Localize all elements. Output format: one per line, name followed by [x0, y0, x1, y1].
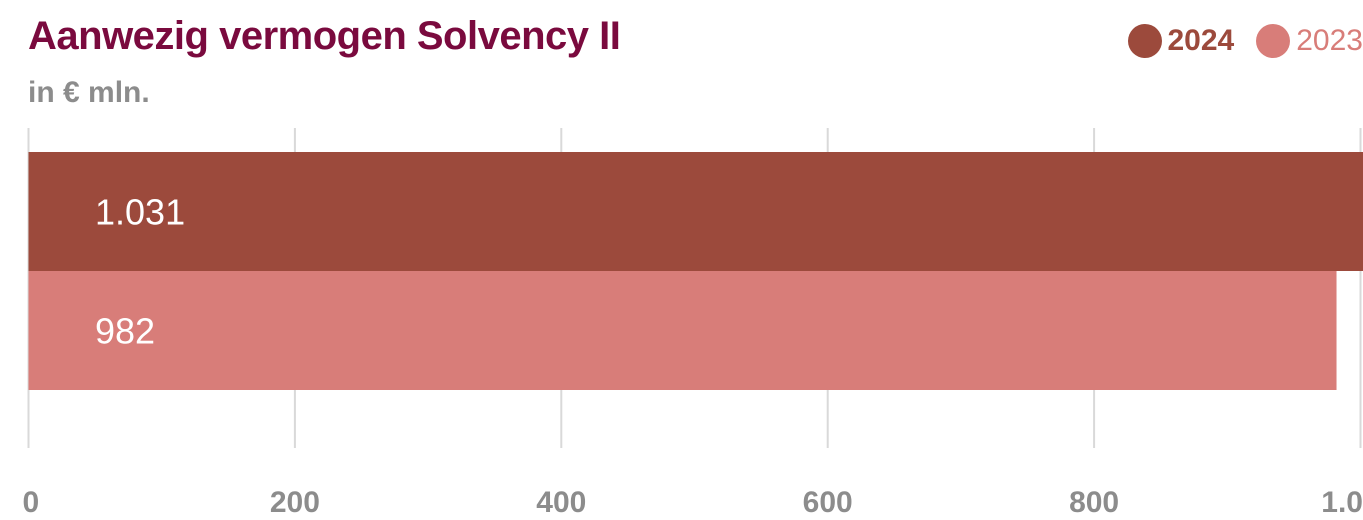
legend-swatch-2024 — [1127, 24, 1162, 58]
chart-legend: 2024 2023 — [1106, 24, 1363, 58]
chart-title: Aanwezig vermogen Solvency II — [28, 14, 621, 58]
bar-value-label-2023: 982 — [95, 311, 155, 352]
bar-2023 — [28, 271, 1337, 390]
legend-label-2024: 2024 — [1167, 24, 1235, 57]
legend-swatch-2023 — [1256, 24, 1291, 58]
legend-item-2024: 2024 — [1127, 24, 1235, 58]
chart-subtitle: in € mln. — [28, 76, 150, 109]
x-tick-label: 800 — [1069, 486, 1119, 519]
bars: 1.031 982 — [28, 152, 1363, 390]
x-tick-label: 400 — [536, 486, 586, 519]
x-tick-label: 200 — [270, 486, 320, 519]
bar-2024 — [28, 152, 1363, 271]
bar-value-label-2024: 1.031 — [95, 192, 185, 233]
x-tick-label: 1.0 — [1321, 486, 1363, 519]
x-axis-ticks: 0 200 400 600 800 1.0 — [23, 486, 1363, 519]
legend-item-2023: 2023 — [1256, 24, 1363, 58]
x-tick-label: 0 — [23, 486, 40, 519]
x-tick-label: 600 — [803, 486, 853, 519]
legend-label-2023: 2023 — [1296, 24, 1363, 57]
